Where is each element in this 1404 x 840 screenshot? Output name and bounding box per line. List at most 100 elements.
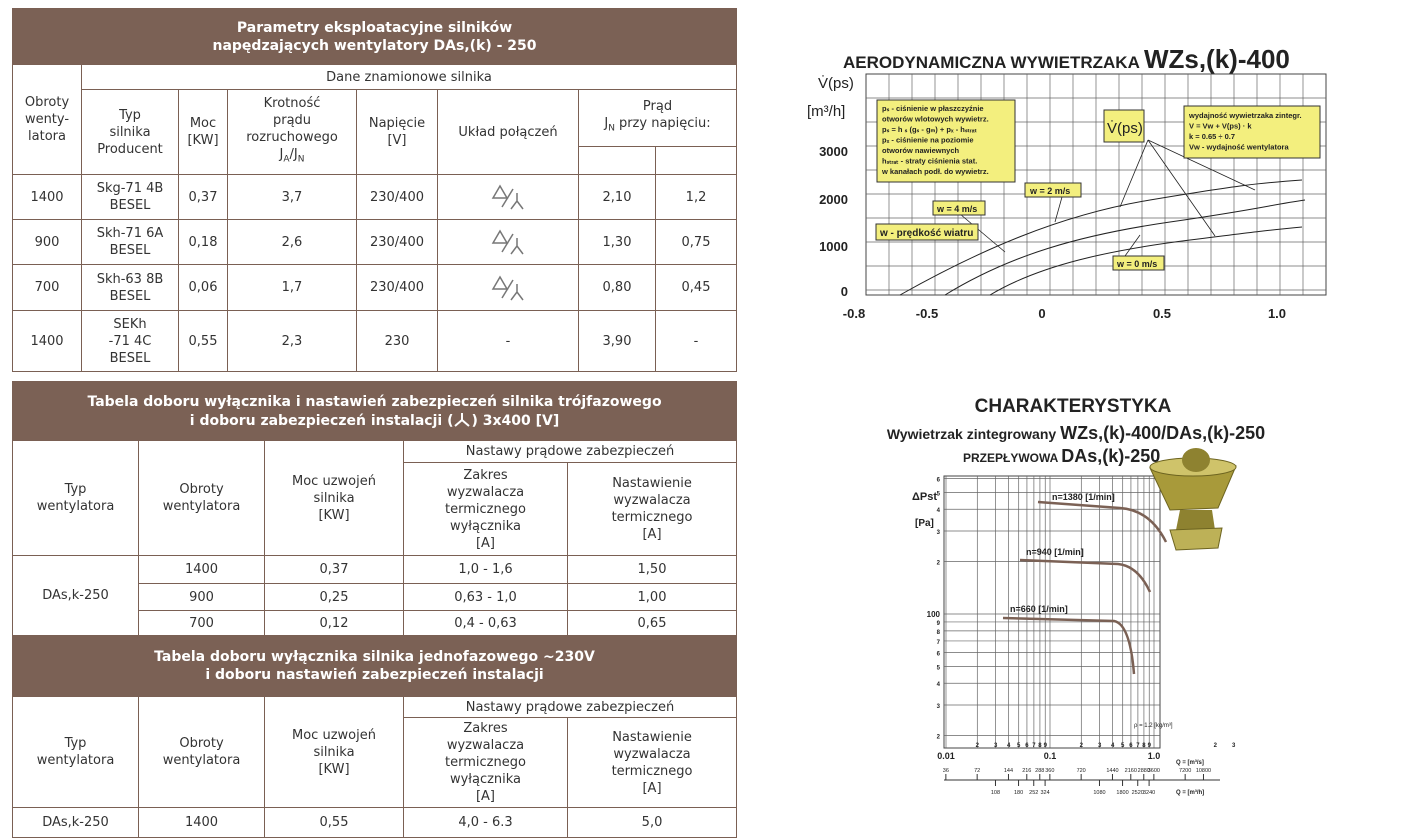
header-row: Tabela doboru wyłącznika silnika jednofa… [11,635,738,697]
q-label: 10800 [1196,768,1211,774]
x-minor-label: 7 [1032,743,1036,749]
cell: 0,80 [578,264,656,311]
fan-cap [1182,448,1210,472]
x-unit: Q = [m³/h] [1176,789,1204,796]
header-cell: Typ wentylatora [12,696,139,808]
text-line: Moc uzwojeń [292,727,376,743]
text: 0,37 [188,189,218,205]
text: Układ połączeń [458,124,558,140]
header-cell: Moc [KW] [178,89,228,175]
text: 700 [34,280,60,295]
cell [437,219,579,265]
note-box [876,99,1016,183]
q-label: 144 [1004,768,1013,774]
curve-label: n=940 [1/min] [1026,547,1084,557]
text-line: wentylatora [162,499,241,514]
q-label: 7200 [1179,768,1191,774]
curve-label: n=660 [1/min] [1010,604,1068,614]
cell: 2,3 [227,310,357,372]
x-tick-label: 0 [1038,306,1045,321]
text-line: wyzwalacza [613,493,691,508]
text-line: silnika [313,490,355,506]
x-minor-label: 6 [1025,743,1029,749]
note-line: pₛ = h ₛ (gₛ - gₘ) + pₓ - hₛₜᵣₐₜ [882,125,978,134]
curve [1019,558,1152,593]
slash [501,233,514,253]
x-minor-label: 3 [1232,743,1236,749]
note-line: Vw - wydajność wentylatora [1189,143,1289,152]
aero-title: AERODYNAMICZNA WYWIETRZAKA WZs,(k)-400 [843,44,1290,74]
text-line: Moc [189,116,217,131]
header-cell: Napięcie [V] [356,89,438,175]
text: 0,65 [637,615,667,631]
text-line: i doboru nastawień zabezpieczeń instalac… [205,667,544,683]
label-box [1103,109,1145,143]
y-tick-label: 6 [937,652,941,658]
label: w = 2 m/s [1029,186,1070,196]
data-row: 900 0,25 0,63 - 1,0 1,00 [13,583,738,611]
text-line: Obroty [24,95,70,110]
text-line: wentylatora [36,499,115,514]
text-line: Tabela doboru wyłącznika i nastawień zab… [87,393,662,410]
text: 230/400 [369,189,424,205]
char-subtitle: PRZEPŁYWOWA DAs,(k)-250 [963,446,1160,466]
cell: 0,18 [178,219,228,265]
cell: DAs,k-250 [12,807,139,838]
text-line: Napięcie [368,116,426,131]
header-cell: Typ wentylatora [12,440,139,556]
title-model: WZs,(k)-400 [1144,44,1290,74]
text: 1,7 [281,280,303,295]
slash [501,279,514,298]
cell: Skh-71 6A BESEL [81,219,179,265]
y-tick-label: 3 [937,530,941,536]
header-row: Parametry eksploatacyjne silników napędza… [11,8,738,65]
star [510,283,524,300]
text: 230/400 [369,280,424,295]
text-line: Parametry eksploatacyjne silników [236,19,513,36]
text-line: wyzwalacza [446,484,525,500]
fan-neck [1176,510,1215,530]
x-minor-label: 5 [1121,743,1125,749]
x-minor-label: 4 [1111,743,1115,749]
title-text: AERODYNAMICZNA WYWIETRZAKA [843,53,1144,72]
note-line: otworów nawiewnych [882,146,960,155]
subscript: A [283,154,290,165]
text-line: [KW] [318,507,350,523]
text-line: termicznego [445,755,526,770]
text: 1400 [184,815,219,830]
connection-icon [491,184,524,210]
header-cell: Nastawy prądowe zabezpieczeń [402,440,738,463]
text-line: [A] [475,789,496,804]
cell: 0,45 [654,264,738,311]
x-minor-label: 9 [1148,743,1152,749]
cell: 3,90 [578,310,656,372]
text-line: Zakres [463,467,508,483]
q-label: 72 [974,768,980,774]
text-line: Nastawienie [612,729,692,745]
note-line: pₓ - ciśnienie na poziomie [882,136,974,145]
text: 2,10 [602,189,632,205]
cell: 2,6 [227,219,357,265]
text: 0,55 [319,815,349,830]
text: 1,2 [685,189,707,205]
label-box [1112,255,1165,271]
group-row: Obroty wenty-latora Dane znamionowe silnik… [12,64,738,175]
label: w = 4 m/s [936,204,977,214]
label: V̇(ps) [1107,120,1143,137]
cell: 700 [12,264,82,311]
cell: - [654,310,738,372]
note-line: V = Vw + V(ps) · k [1189,122,1252,131]
cell: 1400 [12,174,82,220]
text: Nastawy prądowe zabezpieczeń [465,699,675,715]
y-tick-label: 1000 [819,239,848,254]
cell: 0,63 - 1,0 [403,583,568,611]
text-line: [A] [475,535,496,551]
text-line: silnika [109,124,151,140]
text-line: wyłącznika [449,772,522,787]
text-line: [KW] [187,133,219,148]
connection-icon [491,229,524,255]
text: 0,06 [188,280,218,295]
q-label: 1080 [1093,790,1105,796]
text: DAs,k-250 [42,588,109,603]
fan-image [1149,448,1237,551]
